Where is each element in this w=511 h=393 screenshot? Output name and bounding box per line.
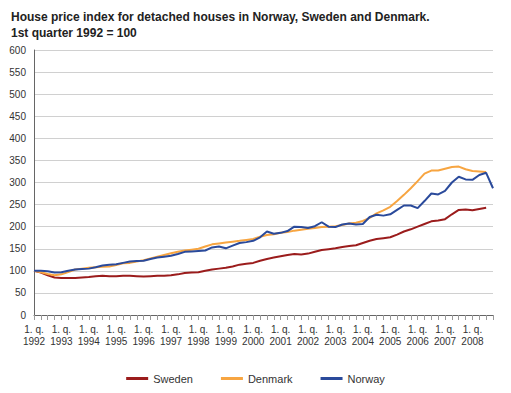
svg-text:450: 450 xyxy=(9,111,26,122)
svg-text:1998: 1998 xyxy=(187,336,210,347)
svg-text:0: 0 xyxy=(20,310,26,321)
svg-text:1999: 1999 xyxy=(215,336,238,347)
svg-text:550: 550 xyxy=(9,67,26,78)
svg-text:100: 100 xyxy=(9,265,26,276)
svg-text:50: 50 xyxy=(15,287,27,298)
svg-text:500: 500 xyxy=(9,89,26,100)
svg-text:250: 250 xyxy=(9,199,26,210)
svg-text:1995: 1995 xyxy=(105,336,128,347)
svg-text:1. q.: 1. q. xyxy=(408,324,427,335)
svg-text:1996: 1996 xyxy=(132,336,155,347)
svg-text:2003: 2003 xyxy=(324,336,347,347)
svg-text:2007: 2007 xyxy=(434,336,457,347)
svg-text:1992: 1992 xyxy=(23,336,46,347)
svg-text:1. q.: 1. q. xyxy=(435,324,454,335)
svg-text:1. q.: 1. q. xyxy=(216,324,235,335)
svg-text:Denmark: Denmark xyxy=(248,373,293,385)
svg-text:600: 600 xyxy=(9,45,26,56)
svg-text:1. q.: 1. q. xyxy=(353,324,372,335)
svg-text:1. q.: 1. q. xyxy=(134,324,153,335)
svg-text:1. q.: 1. q. xyxy=(271,324,290,335)
svg-text:2000: 2000 xyxy=(242,336,265,347)
svg-text:2002: 2002 xyxy=(297,336,320,347)
svg-text:1. q.: 1. q. xyxy=(189,324,208,335)
svg-text:1. q.: 1. q. xyxy=(298,324,317,335)
svg-text:1. q.: 1. q. xyxy=(106,324,125,335)
svg-text:1. q.: 1. q. xyxy=(243,324,262,335)
svg-text:2001: 2001 xyxy=(270,336,293,347)
svg-text:1997: 1997 xyxy=(160,336,183,347)
svg-text:Sweden: Sweden xyxy=(153,373,193,385)
svg-text:1. q.: 1. q. xyxy=(326,324,345,335)
svg-text:350: 350 xyxy=(9,155,26,166)
svg-text:1st quarter 1992 = 100: 1st quarter 1992 = 100 xyxy=(11,26,137,40)
svg-text:Norway: Norway xyxy=(348,373,386,385)
svg-text:1. q.: 1. q. xyxy=(161,324,180,335)
svg-text:1. q.: 1. q. xyxy=(381,324,400,335)
svg-text:1993: 1993 xyxy=(50,336,73,347)
svg-text:1. q.: 1. q. xyxy=(52,324,71,335)
svg-text:2006: 2006 xyxy=(407,336,430,347)
svg-text:2005: 2005 xyxy=(379,336,402,347)
svg-text:1. q.: 1. q. xyxy=(24,324,43,335)
svg-text:2004: 2004 xyxy=(352,336,375,347)
svg-text:1994: 1994 xyxy=(78,336,101,347)
svg-text:150: 150 xyxy=(9,243,26,254)
svg-text:200: 200 xyxy=(9,221,26,232)
svg-text:House price index for detached: House price index for detached houses in… xyxy=(11,10,430,24)
svg-text:1. q.: 1. q. xyxy=(79,324,98,335)
svg-text:1. q.: 1. q. xyxy=(463,324,482,335)
svg-text:2008: 2008 xyxy=(461,336,484,347)
svg-text:300: 300 xyxy=(9,177,26,188)
svg-text:400: 400 xyxy=(9,133,26,144)
